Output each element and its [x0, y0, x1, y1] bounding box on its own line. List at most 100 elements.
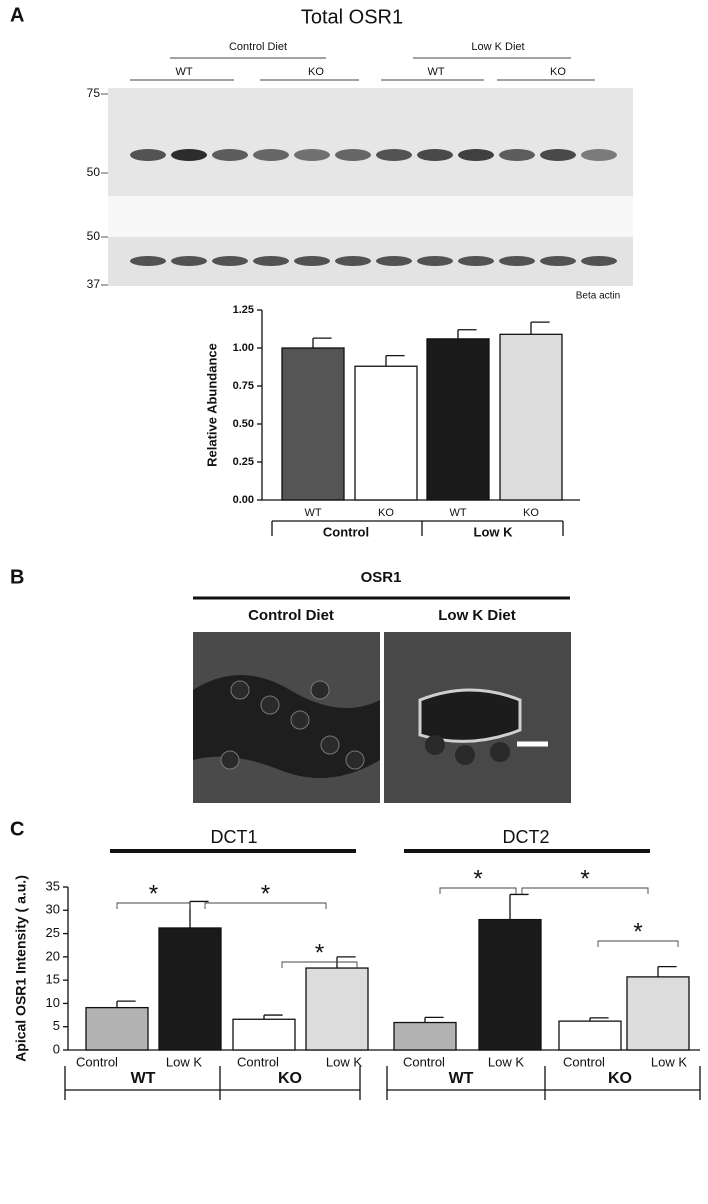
y-tick-label: 10: [46, 995, 60, 1010]
diet-label: Low K Diet: [471, 41, 524, 53]
significance-label: *: [473, 865, 482, 892]
band: [540, 149, 576, 161]
marker-label: 37: [87, 277, 101, 291]
condition-label: Control Diet: [248, 607, 334, 624]
significance-bracket: [597, 940, 679, 947]
band: [540, 256, 576, 266]
panel-label: B: [10, 566, 24, 588]
significance-bracket: [281, 961, 358, 968]
marker-label: 50: [87, 229, 101, 243]
band: [294, 256, 330, 266]
y-tick-label: 0.50: [233, 418, 254, 430]
y-tick-label: 25: [46, 925, 60, 940]
significance-bracket: [116, 902, 191, 909]
band: [335, 149, 371, 161]
x-tick-label: WT: [304, 507, 321, 519]
band: [376, 256, 412, 266]
band: [376, 149, 412, 161]
significance-bracket: [204, 902, 327, 909]
band: [581, 256, 617, 266]
band: [130, 149, 166, 161]
bands: [130, 149, 617, 266]
panel-label: C: [10, 818, 24, 840]
x-tick-label: Low K: [488, 1054, 524, 1069]
significance-label: *: [580, 865, 589, 892]
condition-label: Low K Diet: [438, 607, 516, 624]
band: [499, 149, 535, 161]
x-tick-label: Control: [237, 1054, 279, 1069]
group-title: DCT1: [210, 827, 257, 847]
y-tick-label: 15: [46, 972, 60, 987]
bar: [478, 918, 542, 1051]
bar: [354, 365, 418, 501]
bar: [499, 333, 563, 501]
band: [212, 149, 248, 161]
significance-bracket: [439, 887, 517, 894]
x-tick-label: WT: [449, 507, 466, 519]
band: [294, 149, 330, 161]
bar: [426, 338, 490, 501]
bar: [232, 1018, 296, 1051]
significance-label: *: [261, 880, 270, 907]
bar: [393, 1021, 457, 1051]
blot-gap: [108, 196, 633, 237]
bar: [158, 927, 222, 1051]
x-tick-label: KO: [523, 507, 539, 519]
x-tick-label: Low K: [651, 1054, 687, 1069]
bar: [558, 1020, 622, 1051]
group-label: Control: [323, 524, 369, 539]
genotype-label: KO: [550, 66, 566, 78]
band: [171, 256, 207, 266]
significance-label: *: [149, 880, 158, 907]
micrograph-title: OSR1: [361, 569, 402, 586]
y-tick-label: 0: [53, 1041, 60, 1056]
y-axis-label: Relative Abundance: [204, 343, 219, 467]
y-tick-label: 20: [46, 948, 60, 963]
bar: [626, 976, 690, 1051]
band: [458, 149, 494, 161]
subgroup-label: WT: [449, 1070, 474, 1087]
y-tick-label: 0.00: [233, 494, 254, 506]
band: [212, 256, 248, 266]
genotype-label: WT: [427, 66, 444, 78]
band: [499, 256, 535, 266]
genotype-label: KO: [308, 66, 324, 78]
panel-label: A: [10, 4, 24, 26]
band: [581, 149, 617, 161]
x-tick-label: Control: [563, 1054, 605, 1069]
y-tick-label: 0.75: [233, 380, 254, 392]
x-tick-label: KO: [378, 507, 394, 519]
group-title: DCT2: [502, 827, 549, 847]
x-tick-label: Low K: [166, 1054, 202, 1069]
band: [417, 256, 453, 266]
genotype-label: WT: [175, 66, 192, 78]
loading-control-label: Beta actin: [576, 291, 620, 302]
x-tick-label: Low K: [326, 1054, 362, 1069]
subgroup-label: WT: [131, 1070, 156, 1087]
x-tick-label: Control: [76, 1054, 118, 1069]
micrograph: [193, 632, 571, 803]
diet-label: Control Diet: [229, 41, 287, 53]
x-tick-label: Control: [403, 1054, 445, 1069]
significance-bracket: [521, 887, 649, 894]
significance-label: *: [315, 939, 324, 966]
y-tick-label: 0.25: [233, 456, 254, 468]
marker-label: 75: [87, 86, 101, 100]
band: [253, 149, 289, 161]
band: [335, 256, 371, 266]
y-axis-label: Apical OSR1 Intensity ( a.u.): [13, 875, 29, 1062]
y-tick-label: 5: [53, 1018, 60, 1033]
group-label: Low K: [474, 524, 514, 539]
significance-label: *: [633, 918, 642, 945]
subgroup-label: KO: [608, 1070, 632, 1087]
bar: [281, 347, 345, 501]
y-tick-label: 35: [46, 878, 60, 893]
y-tick-label: 30: [46, 902, 60, 917]
band: [417, 149, 453, 161]
bar: [85, 1006, 149, 1051]
band: [171, 149, 207, 161]
blot-title: Total OSR1: [301, 6, 403, 28]
bar: [305, 967, 369, 1051]
band: [130, 256, 166, 266]
blot-image: [108, 88, 633, 196]
